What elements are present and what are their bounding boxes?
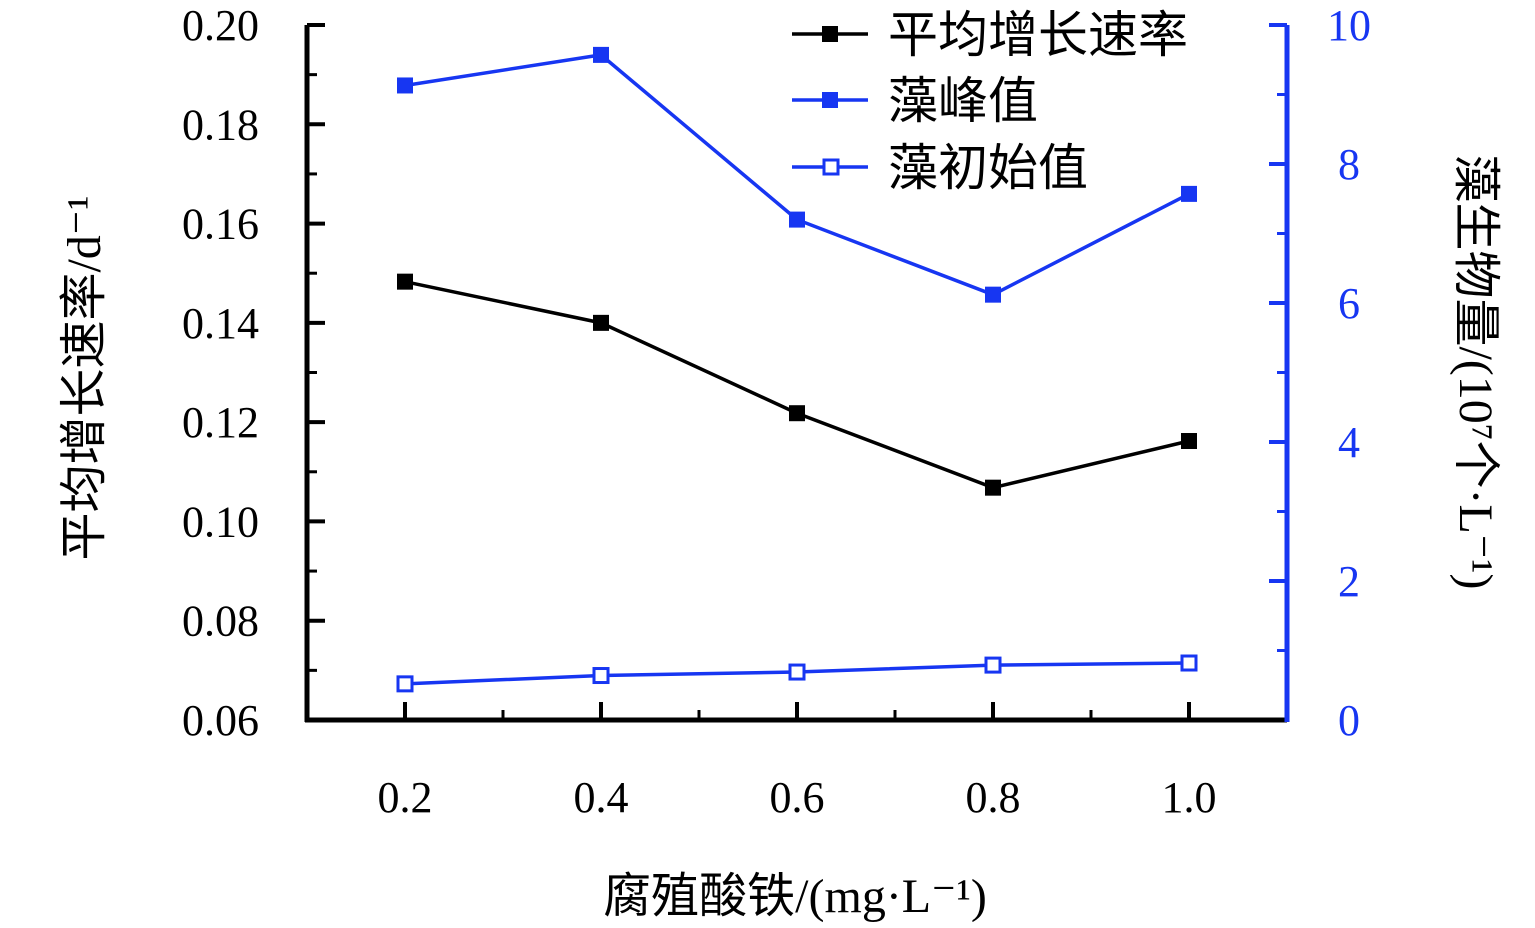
data-point xyxy=(1181,185,1197,202)
data-point xyxy=(1180,654,1198,672)
x-tick-label: 0.4 xyxy=(574,773,629,822)
legend-label: 藻初始值 xyxy=(888,140,1088,196)
data-point xyxy=(789,211,805,228)
series-line xyxy=(404,279,1190,490)
x-tick-label: 0.6 xyxy=(770,773,825,822)
left-tick-label: 0.14 xyxy=(182,299,259,348)
left-tick-label: 0.06 xyxy=(182,696,259,745)
series-2 xyxy=(396,654,1198,693)
data-point xyxy=(397,77,413,94)
tick-labels: 0.06 0.08 0.10 0.12 0.14 0.16 0.18 0.20 0 2 4 6 8 10 0… xyxy=(182,1,1371,822)
right-tick-label: 10 xyxy=(1327,1,1371,50)
data-point xyxy=(593,314,609,331)
data-point xyxy=(397,273,413,290)
x-tick-label: 1.0 xyxy=(1162,773,1217,822)
right-tick-label: 8 xyxy=(1338,140,1360,189)
legend-marker xyxy=(822,26,838,42)
axis-ticks xyxy=(305,23,1289,722)
right-tick-label: 4 xyxy=(1338,418,1360,467)
legend-label: 平均增长速率 xyxy=(888,7,1188,63)
series-layer xyxy=(396,46,1198,693)
data-point xyxy=(593,46,609,63)
data-point xyxy=(592,667,610,685)
axes xyxy=(304,25,1290,723)
x-tick-label: 0.8 xyxy=(966,773,1021,822)
right-y-axis-title: 藻生物量/(10⁷个·L⁻¹) xyxy=(1449,154,1502,589)
series-0 xyxy=(397,273,1197,496)
data-point xyxy=(1181,433,1197,450)
left-tick-label: 0.12 xyxy=(182,398,259,447)
right-tick-label: 6 xyxy=(1338,279,1360,328)
left-tick-label: 0.16 xyxy=(182,200,259,249)
right-tick-label: 2 xyxy=(1338,557,1360,606)
left-tick-label: 0.08 xyxy=(182,597,259,646)
left-tick-label: 0.18 xyxy=(182,100,259,149)
data-point xyxy=(984,656,1002,674)
legend-marker xyxy=(822,158,840,176)
x-tick-label: 0.2 xyxy=(378,773,433,822)
left-tick-label: 0.10 xyxy=(182,497,259,546)
right-tick-label: 0 xyxy=(1338,696,1360,745)
left-tick-label: 0.20 xyxy=(182,1,259,50)
data-point xyxy=(396,675,414,693)
series-1 xyxy=(397,46,1197,303)
data-point xyxy=(985,479,1001,496)
legend-marker xyxy=(822,92,838,108)
data-point xyxy=(789,405,805,422)
data-point xyxy=(788,663,806,681)
left-y-axis-title: 平均增长速率/d⁻¹ xyxy=(58,195,111,560)
data-point xyxy=(985,286,1001,303)
x-axis-title: 腐殖酸铁/(mg·L⁻¹) xyxy=(603,870,987,923)
legend-label: 藻峰值 xyxy=(888,73,1038,129)
